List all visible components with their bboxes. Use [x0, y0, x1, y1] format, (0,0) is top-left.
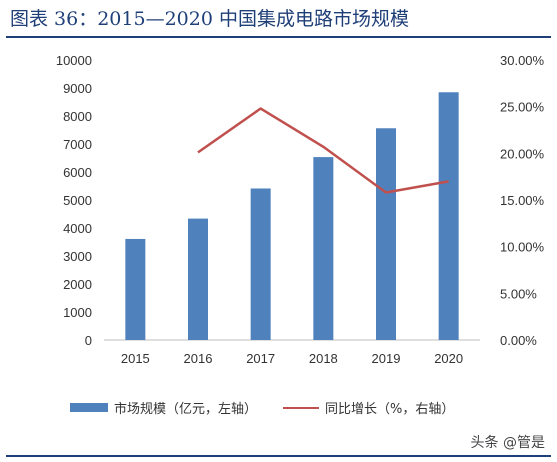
left-tick-label: 7000 — [63, 137, 92, 152]
x-tick-label: 2020 — [434, 351, 463, 366]
right-tick-label: 10.00% — [500, 240, 545, 255]
x-tick-label: 2018 — [309, 351, 338, 366]
bar-series — [125, 92, 459, 340]
bar-2018 — [313, 157, 334, 340]
left-tick-label: 9000 — [63, 81, 92, 96]
chart-title: 图表 36：2015—2020 中国集成电路市场规模 — [10, 8, 409, 30]
right-tick-label: 5.00% — [500, 286, 537, 301]
bar-2019 — [376, 128, 396, 340]
left-tick-label: 1000 — [63, 305, 92, 320]
legend-item-bar: 市场规模（亿元，左轴） — [70, 398, 257, 417]
legend-bar-swatch — [70, 403, 108, 412]
right-axis-ticks: 0.00% 5.00% 10.00% 15.00% 20.00% 25.00% 30.00% — [500, 53, 545, 348]
right-tick-label: 25.00% — [500, 100, 545, 115]
growth-line-series — [197, 107, 449, 194]
bar-2020 — [438, 92, 459, 340]
bar-2017 — [250, 188, 271, 340]
x-tick-label: 2017 — [246, 351, 275, 366]
left-tick-label: 8000 — [63, 109, 92, 124]
bottom-divider — [6, 455, 551, 457]
left-tick-label: 10000 — [56, 53, 92, 68]
x-tick-label: 2019 — [372, 351, 401, 366]
legend-line-label: 同比增长（%，右轴） — [325, 402, 455, 417]
watermark: 头条 @管是 — [470, 435, 545, 451]
left-tick-label: 2000 — [63, 277, 92, 292]
x-tick-label: 2016 — [184, 351, 213, 366]
x-axis-ticks: 2015 2016 2017 2018 2019 2020 — [121, 351, 463, 366]
right-tick-label: 15.00% — [500, 193, 545, 208]
left-axis-ticks: 0 1000 2000 3000 4000 5000 6000 7000 8000 9000 100… — [56, 53, 92, 348]
legend-line-swatch — [283, 406, 320, 409]
title-divider — [6, 36, 551, 38]
left-tick-label: 0 — [85, 333, 92, 348]
right-tick-label: 30.00% — [500, 53, 545, 68]
left-tick-label: 3000 — [63, 249, 92, 264]
legend: 市场规模（亿元，左轴） 同比增长（%，右轴） — [70, 398, 454, 417]
x-tick-label: 2015 — [121, 351, 150, 366]
legend-item-line: 同比增长（%，右轴） — [283, 398, 454, 417]
bar-2015 — [125, 238, 146, 340]
left-tick-label: 4000 — [63, 221, 92, 236]
left-tick-label: 6000 — [63, 165, 92, 180]
bar-2016 — [188, 218, 208, 340]
right-tick-label: 20.00% — [500, 146, 545, 161]
legend-bar-label: 市场规模（亿元，左轴） — [114, 402, 258, 417]
left-tick-label: 5000 — [63, 193, 92, 208]
right-tick-label: 0.00% — [500, 333, 537, 348]
